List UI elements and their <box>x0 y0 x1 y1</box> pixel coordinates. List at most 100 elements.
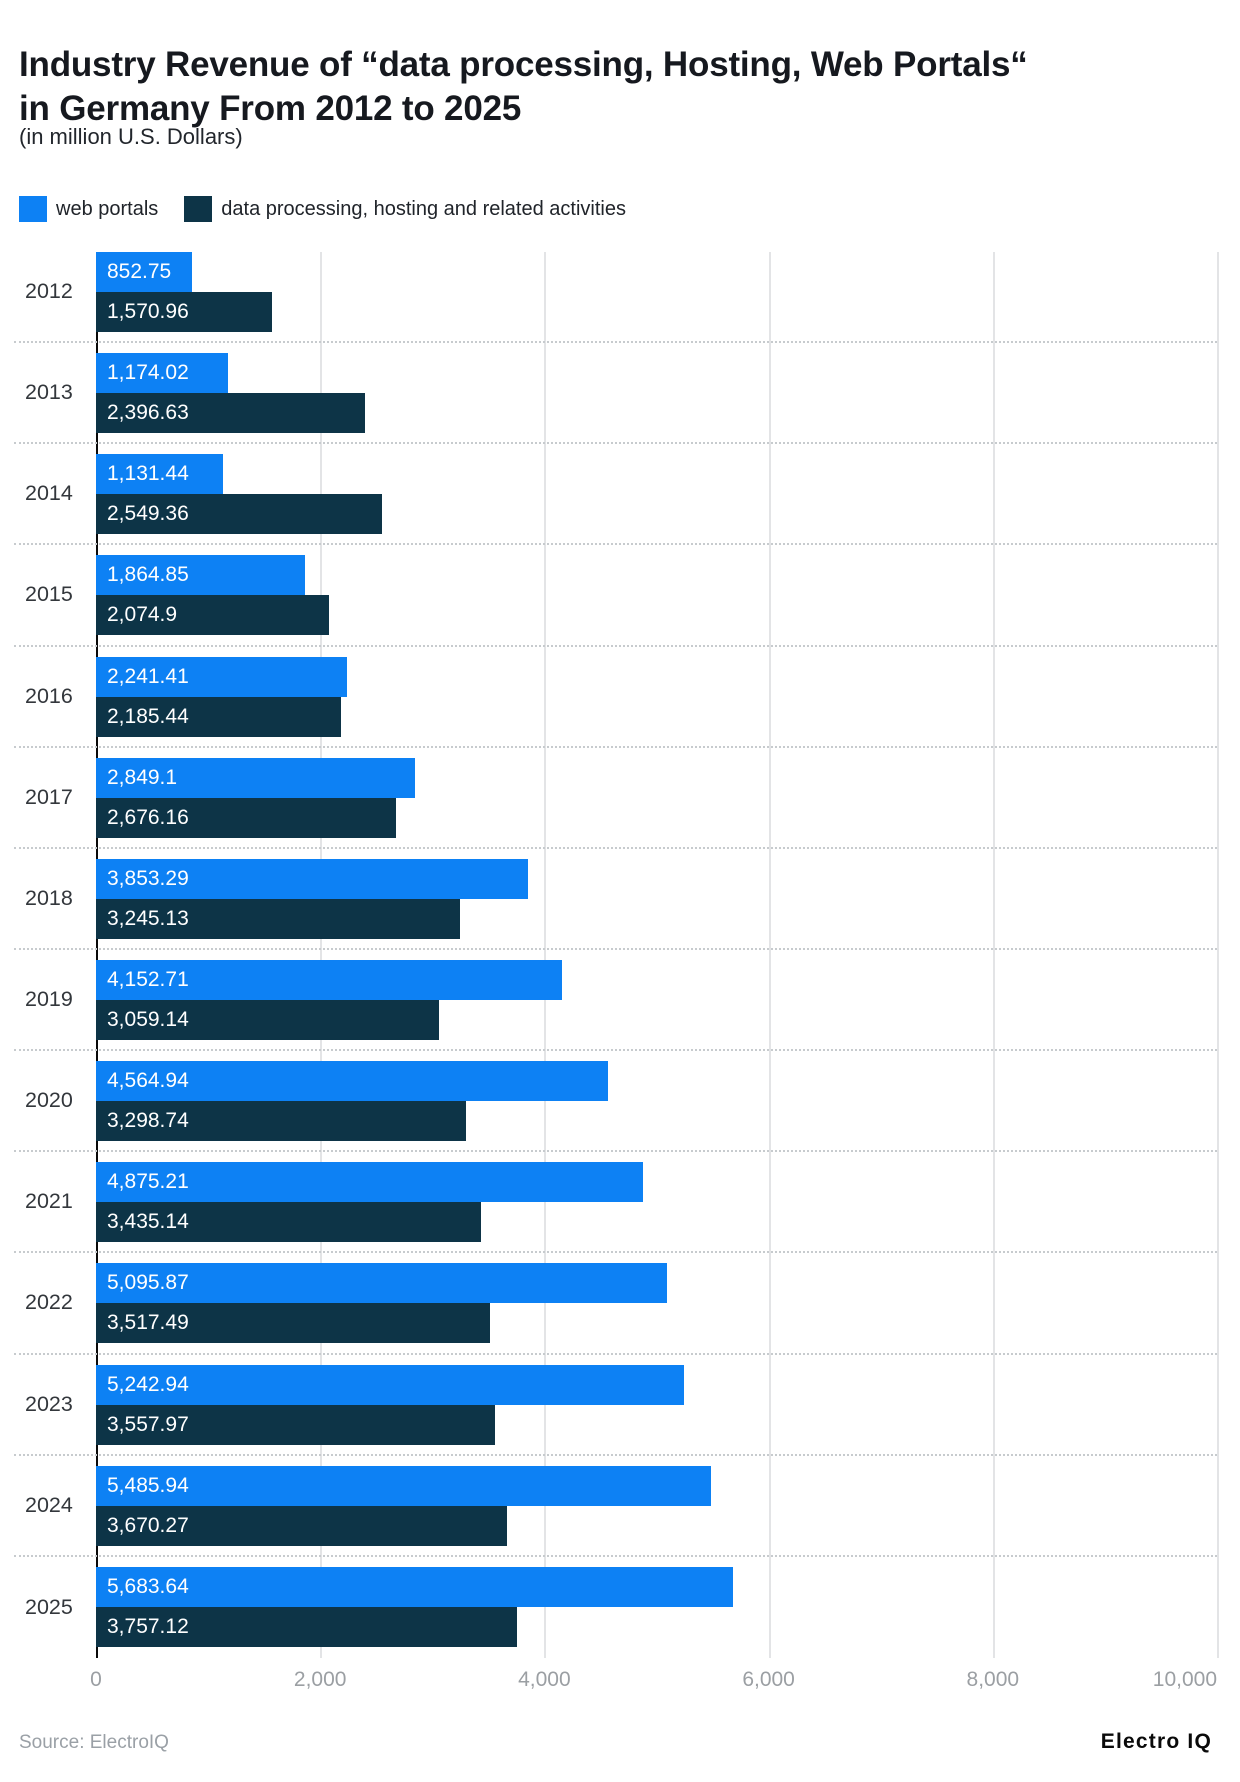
bar-value-label: 3,298.74 <box>107 1109 189 1133</box>
gridline <box>1217 252 1219 1658</box>
bar-web-portals: 5,485.94 <box>96 1465 711 1506</box>
bar-data-processing: 2,676.16 <box>96 797 396 838</box>
year-row: 2022 5,095.87 3,517.49 <box>14 1253 1217 1355</box>
bar-value-label: 3,670.27 <box>107 1513 189 1537</box>
bar-value-label: 4,564.94 <box>107 1069 189 1093</box>
year-row: 2013 1,174.02 2,396.63 <box>14 343 1217 445</box>
chart-rows: 2012 852.75 1,570.96 2013 1,174.02 2,396… <box>14 242 1217 1658</box>
year-cell: 2014 <box>14 444 96 543</box>
bar-data-processing: 1,570.96 <box>96 292 273 332</box>
year-cell: 2025 <box>14 1557 96 1658</box>
year-row: 2021 4,875.21 3,435.14 <box>14 1152 1217 1254</box>
bars-group: 4,152.71 3,059.14 <box>96 950 1217 1049</box>
year-row: 2015 1,864.85 2,074.9 <box>14 545 1217 647</box>
year-label: 2024 <box>25 1492 73 1517</box>
legend-item-web-portals: web portals <box>19 196 158 222</box>
bars-group: 5,095.87 3,517.49 <box>96 1253 1217 1352</box>
brand-logo: Electro IQ <box>1100 1730 1212 1753</box>
bars-group: 2,849.1 2,676.16 <box>96 748 1217 847</box>
year-cell: 2018 <box>14 849 96 948</box>
bar-web-portals: 2,849.1 <box>96 757 416 798</box>
bar-chart: 2012 852.75 1,570.96 2013 1,174.02 2,396… <box>14 242 1219 1658</box>
bar-value-label: 2,074.9 <box>107 603 178 627</box>
year-row: 2014 1,131.44 2,549.36 <box>14 444 1217 546</box>
bar-value-label: 3,245.13 <box>107 906 189 930</box>
x-tick-label: 10,000 <box>1152 1668 1217 1691</box>
year-cell: 2015 <box>14 545 96 644</box>
bar-web-portals: 1,864.85 <box>96 555 306 596</box>
bar-data-processing: 2,185.44 <box>96 696 341 737</box>
bar-data-processing: 3,557.97 <box>96 1404 495 1445</box>
bar-data-processing: 2,549.36 <box>96 494 382 535</box>
year-cell: 2012 <box>14 242 96 341</box>
bar-value-label: 3,517.49 <box>107 1311 189 1335</box>
bar-data-processing: 3,059.14 <box>96 999 439 1040</box>
bar-web-portals: 1,174.02 <box>96 353 228 394</box>
year-row: 2024 5,485.94 3,670.27 <box>14 1456 1217 1557</box>
chart-legend: web portals data processing, hosting and… <box>19 196 626 222</box>
bars-group: 4,564.94 3,298.74 <box>96 1051 1217 1150</box>
bar-data-processing: 3,517.49 <box>96 1303 491 1344</box>
year-row: 2020 4,564.94 3,298.74 <box>14 1051 1217 1153</box>
year-cell: 2020 <box>14 1051 96 1150</box>
page-title: Industry Revenue of “data processing, Ho… <box>19 43 1119 131</box>
bars-group: 5,485.94 3,670.27 <box>96 1456 1217 1555</box>
bars-group: 1,131.44 2,549.36 <box>96 444 1217 543</box>
bar-web-portals: 2,241.41 <box>96 656 348 697</box>
bar-value-label: 5,242.94 <box>107 1372 189 1396</box>
year-label: 2012 <box>25 279 73 304</box>
bar-value-label: 852.75 <box>107 260 172 283</box>
bar-value-label: 5,683.64 <box>107 1574 189 1598</box>
bar-value-label: 1,174.02 <box>107 361 189 385</box>
bar-value-label: 2,241.41 <box>107 664 189 688</box>
legend-item-data-processing: data processing, hosting and related act… <box>184 196 626 222</box>
bar-web-portals: 4,152.71 <box>96 959 562 1000</box>
year-label: 2013 <box>25 380 73 405</box>
bars-group: 2,241.41 2,185.44 <box>96 647 1217 746</box>
year-row: 2017 2,849.1 2,676.16 <box>14 748 1217 849</box>
bar-data-processing: 3,245.13 <box>96 898 460 939</box>
x-tick-label: 8,000 <box>966 1668 1020 1691</box>
bar-web-portals: 5,095.87 <box>96 1263 668 1304</box>
year-label: 2018 <box>25 885 73 910</box>
bars-group: 4,875.21 3,435.14 <box>96 1152 1217 1251</box>
bar-value-label: 3,435.14 <box>107 1210 189 1234</box>
x-tick-label: 6,000 <box>742 1668 795 1691</box>
bars-group: 1,864.85 2,074.9 <box>96 545 1217 644</box>
year-label: 2023 <box>25 1391 73 1416</box>
year-cell: 2017 <box>14 748 96 847</box>
bar-value-label: 4,152.71 <box>107 967 189 991</box>
bar-web-portals: 5,242.94 <box>96 1364 684 1405</box>
year-cell: 2019 <box>14 950 96 1049</box>
bar-web-portals: 4,875.21 <box>96 1162 643 1203</box>
bar-value-label: 3,557.97 <box>107 1412 189 1436</box>
x-axis-tick-labels: 0 2,000 4,000 6,000 8,000 10,000 <box>14 1668 1217 1696</box>
year-label: 2025 <box>25 1594 73 1619</box>
year-row: 2019 4,152.71 3,059.14 <box>14 950 1217 1052</box>
bar-web-portals: 1,131.44 <box>96 454 223 495</box>
bar-web-portals: 852.75 <box>96 252 192 292</box>
source-note: Source: ElectroIQ <box>19 1732 169 1753</box>
x-tick-label: 0 <box>90 1668 102 1691</box>
bars-group: 852.75 1,570.96 <box>96 242 1217 341</box>
bars-group: 5,683.64 3,757.12 <box>96 1557 1217 1658</box>
bar-value-label: 3,059.14 <box>107 1007 189 1031</box>
bar-value-label: 2,549.36 <box>107 502 189 526</box>
year-label: 2022 <box>25 1290 73 1315</box>
bar-value-label: 3,853.29 <box>107 866 189 890</box>
bar-web-portals: 5,683.64 <box>96 1566 734 1607</box>
bars-group: 3,853.29 3,245.13 <box>96 849 1217 948</box>
year-label: 2020 <box>25 1088 73 1113</box>
chart-subtitle: (in million U.S. Dollars) <box>19 124 243 149</box>
bar-value-label: 4,875.21 <box>107 1170 189 1194</box>
year-cell: 2022 <box>14 1253 96 1352</box>
year-row: 2012 852.75 1,570.96 <box>14 242 1217 344</box>
year-label: 2017 <box>25 784 73 809</box>
bar-value-label: 1,131.44 <box>107 462 189 486</box>
bar-data-processing: 2,074.9 <box>96 595 329 636</box>
bar-value-label: 2,396.63 <box>107 401 189 425</box>
bar-value-label: 2,849.1 <box>107 765 178 789</box>
year-label: 2021 <box>25 1189 73 1214</box>
bar-value-label: 5,095.87 <box>107 1271 189 1295</box>
bar-data-processing: 2,396.63 <box>96 393 365 434</box>
